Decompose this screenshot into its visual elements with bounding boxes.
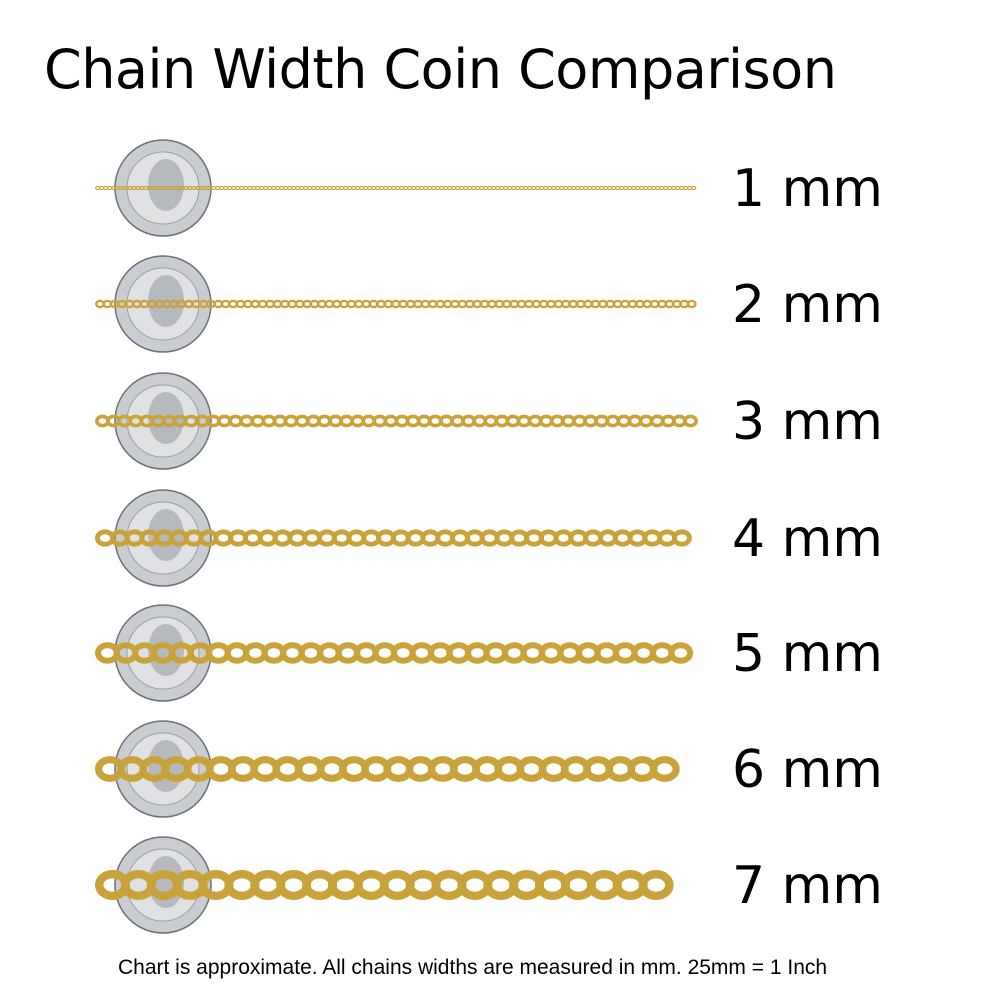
width-label: 5 mm: [732, 624, 883, 684]
chain-row: 6 mm: [0, 714, 1000, 824]
width-label: 4 mm: [732, 509, 883, 569]
chain-illustration: [94, 139, 697, 237]
width-label: 7 mm: [732, 856, 883, 916]
gold-chain: [94, 870, 674, 901]
chain-link: [649, 756, 680, 782]
chain-illustration: [95, 372, 698, 470]
chain-link: [686, 299, 697, 309]
chain-link: [638, 870, 674, 901]
chain-row: 3 mm: [0, 366, 1000, 476]
quarter-coin-icon: [114, 604, 212, 702]
width-label: 3 mm: [732, 392, 883, 452]
gold-chain: [94, 185, 697, 191]
chain-row: 4 mm: [0, 483, 1000, 593]
gold-chain: [94, 299, 697, 309]
page-title: Chain Width Coin Comparison: [44, 38, 837, 101]
gold-chain: [94, 756, 680, 782]
quarter-coin-icon: [114, 836, 212, 934]
chain-link: [691, 185, 697, 191]
width-label: 6 mm: [732, 740, 883, 800]
gold-chain: [95, 414, 698, 428]
chain-row: 1 mm: [0, 133, 1000, 243]
width-label: 1 mm: [732, 159, 883, 219]
gold-chain: [95, 642, 694, 664]
chain-link: [682, 414, 698, 428]
chain-link: [668, 642, 694, 664]
chain-illustration: [94, 255, 697, 353]
chain-link: [671, 529, 692, 547]
chain-illustration: [95, 489, 692, 587]
footer-note: Chart is approximate. All chains widths …: [118, 956, 828, 979]
chain-illustration: [94, 836, 674, 934]
chain-illustration: [95, 604, 694, 702]
chain-row: 5 mm: [0, 598, 1000, 708]
chain-row: 2 mm: [0, 249, 1000, 359]
chain-illustration: [94, 720, 680, 818]
gold-chain: [95, 529, 692, 547]
width-label: 2 mm: [732, 275, 883, 335]
chain-row: 7 mm: [0, 830, 1000, 940]
